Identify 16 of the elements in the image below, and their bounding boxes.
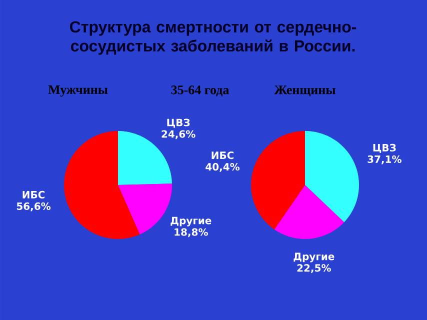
slice-label: ИБС: [212, 152, 234, 160]
data-label: 22,5%: [297, 264, 331, 273]
text: Структура смертности от сердечно-сосудистых заболеваний в России.: [70, 21, 356, 55]
data-label: 24,6%: [162, 130, 196, 140]
data-label: 37,1%: [368, 155, 402, 164]
slice-label: ИБС: [22, 190, 45, 198]
data-label: 56,6%: [16, 202, 51, 212]
text: 35-64 года: [171, 86, 229, 96]
slice-label: ЦВЗ: [167, 118, 190, 128]
slice-label: ЦВЗ: [373, 144, 396, 153]
chart-title: Женщины: [274, 86, 336, 96]
data-label: 40,4%: [206, 163, 240, 172]
data-label: 18,8%: [174, 228, 208, 238]
slice-label: Другие: [170, 216, 212, 226]
chart-title: Мужчины: [48, 85, 108, 97]
slice-label: Другие: [294, 252, 334, 262]
